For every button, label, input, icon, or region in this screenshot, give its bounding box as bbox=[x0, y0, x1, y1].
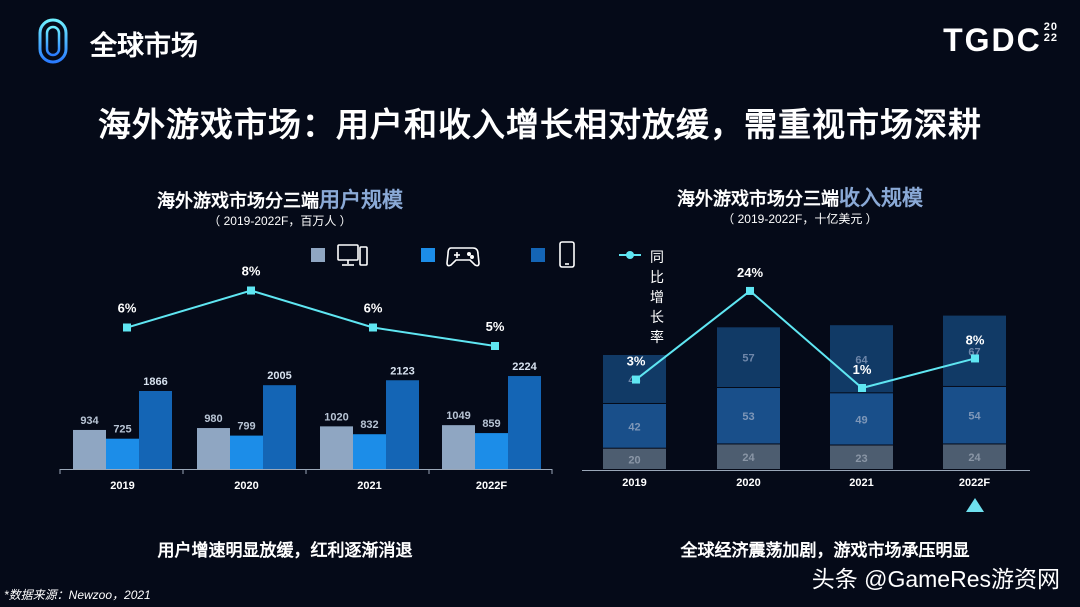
right-bar-value-label: 20 bbox=[628, 454, 640, 466]
left-growth-label: 6% bbox=[118, 301, 137, 316]
left-bar-value-label: 1866 bbox=[143, 376, 167, 388]
right-bar-value-label: 42 bbox=[628, 421, 640, 433]
right-growth-point bbox=[746, 286, 754, 295]
right-growth-point bbox=[858, 384, 866, 392]
left-growth-point bbox=[123, 323, 131, 332]
right-bar-value-label: 64 bbox=[855, 354, 868, 366]
left-bar-主机 bbox=[353, 434, 386, 469]
legend-pc-swatch bbox=[311, 248, 325, 262]
left-growth-label: 8% bbox=[242, 264, 261, 279]
left-x-tick-label: 2022F bbox=[476, 480, 507, 492]
right-growth-point bbox=[971, 354, 979, 363]
left-bar-主机 bbox=[106, 438, 139, 469]
left-growth-point bbox=[247, 286, 255, 295]
left-bar-移动 bbox=[263, 385, 296, 469]
right-bar-segment-PC bbox=[830, 445, 893, 469]
left-chart-subtitle: （ 2019-2022F，百万人 ） bbox=[208, 214, 352, 228]
right-bar-segment-移动 bbox=[717, 327, 780, 388]
right-bar-segment-主机 bbox=[943, 386, 1006, 444]
left-x-tick-label: 2020 bbox=[234, 480, 258, 492]
left-bar-移动 bbox=[139, 391, 172, 469]
left-x-tick-label: 2019 bbox=[110, 480, 134, 492]
watermark: 头条 @GameRes游资网 bbox=[811, 566, 1060, 592]
right-bar-value-label: 24 bbox=[742, 452, 755, 464]
left-bar-PC bbox=[320, 426, 353, 469]
gamepad-icon bbox=[446, 247, 480, 267]
right-growth-line bbox=[635, 289, 976, 390]
highlight-triangle-icon bbox=[966, 498, 984, 512]
section-title: 全球市场 bbox=[90, 31, 198, 61]
right-bar-value-label: 23 bbox=[855, 453, 867, 465]
left-bar-value-label: 1020 bbox=[324, 411, 348, 423]
brand-logo: TGDC 20 22 bbox=[943, 22, 1058, 59]
left-bar-移动 bbox=[386, 380, 419, 469]
right-growth-label: 1% bbox=[853, 362, 872, 377]
left-bar-value-label: 859 bbox=[482, 418, 500, 430]
left-bar-value-label: 1049 bbox=[446, 410, 470, 422]
left-growth-label: 6% bbox=[364, 301, 383, 316]
left-growth-label: 5% bbox=[486, 319, 505, 334]
left-bar-value-label: 799 bbox=[237, 421, 255, 433]
right-x-tick-label: 2020 bbox=[736, 477, 760, 489]
legend-console-swatch bbox=[421, 248, 435, 262]
smartphone-icon bbox=[559, 241, 575, 268]
left-growth-point bbox=[491, 342, 499, 350]
right-growth-point bbox=[632, 375, 640, 384]
left-bar-PC bbox=[73, 429, 106, 469]
left-bar-value-label: 980 bbox=[204, 413, 222, 425]
right-bar-value-label: 54 bbox=[968, 411, 981, 423]
left-bar-value-label: 934 bbox=[80, 415, 99, 427]
legend-growth-marker bbox=[626, 251, 634, 259]
desktop-computer-icon bbox=[337, 244, 368, 266]
left-bar-PC bbox=[197, 428, 230, 469]
right-bar-value-label: 57 bbox=[742, 353, 754, 365]
left-bar-主机 bbox=[230, 435, 263, 469]
left-bar-value-label: 725 bbox=[113, 424, 131, 436]
legend-growth-label: 同比增长率 bbox=[650, 249, 664, 345]
legend-mobile-swatch bbox=[531, 248, 545, 262]
right-bar-segment-PC bbox=[603, 448, 666, 469]
left-growth-line bbox=[126, 289, 496, 347]
left-bar-value-label: 2224 bbox=[512, 361, 537, 373]
right-bar-segment-PC bbox=[717, 444, 780, 469]
right-bar-value-label: 49 bbox=[855, 414, 867, 426]
right-chart-title: 海外游戏市场分三端收入规模 bbox=[677, 187, 923, 210]
right-x-tick-label: 2021 bbox=[849, 477, 873, 489]
right-bar-segment-PC bbox=[943, 444, 1006, 469]
legend-graphics bbox=[311, 241, 641, 268]
brand-year: 20 22 bbox=[1043, 21, 1058, 44]
right-bar-segment-移动 bbox=[943, 315, 1006, 386]
left-conclusion: 用户增速明显放缓，红利逐渐消退 bbox=[157, 541, 413, 560]
left-bar-移动 bbox=[508, 376, 541, 469]
brand-name: TGDC bbox=[943, 22, 1042, 58]
left-bar-value-label: 2123 bbox=[390, 365, 414, 377]
left-bar-value-label: 832 bbox=[360, 419, 378, 431]
right-bar-value-label: 53 bbox=[742, 411, 754, 423]
right-bar-value-label: 24 bbox=[968, 452, 981, 464]
left-bar-PC bbox=[442, 425, 475, 469]
left-bar-主机 bbox=[475, 433, 508, 469]
right-chart-subtitle: （ 2019-2022F，十亿美元 ） bbox=[722, 212, 878, 226]
right-bar-segment-主机 bbox=[830, 393, 893, 445]
left-bar-value-label: 2005 bbox=[267, 370, 291, 382]
right-bar-segment-主机 bbox=[717, 388, 780, 444]
right-growth-label: 24% bbox=[737, 265, 763, 280]
right-x-tick-label: 2019 bbox=[622, 477, 646, 489]
right-bar-segment-移动 bbox=[830, 325, 893, 393]
right-bar-segment-主机 bbox=[603, 403, 666, 448]
left-growth-point bbox=[369, 323, 377, 332]
data-source: *数据来源：Newzoo，2021 bbox=[4, 588, 151, 602]
right-conclusion: 全球经济震荡加剧，游戏市场承压明显 bbox=[680, 541, 970, 560]
page-title: 海外游戏市场：用户和收入增长相对放缓，需重视市场深耕 bbox=[98, 106, 982, 143]
left-chart-title: 海外游戏市场分三端用户规模 bbox=[157, 189, 403, 212]
right-growth-label: 8% bbox=[966, 332, 985, 347]
right-growth-label: 3% bbox=[627, 354, 646, 369]
tgdc-logo-icon bbox=[38, 18, 68, 64]
right-x-tick-label: 2022F bbox=[959, 477, 990, 489]
left-x-tick-label: 2021 bbox=[357, 480, 381, 492]
